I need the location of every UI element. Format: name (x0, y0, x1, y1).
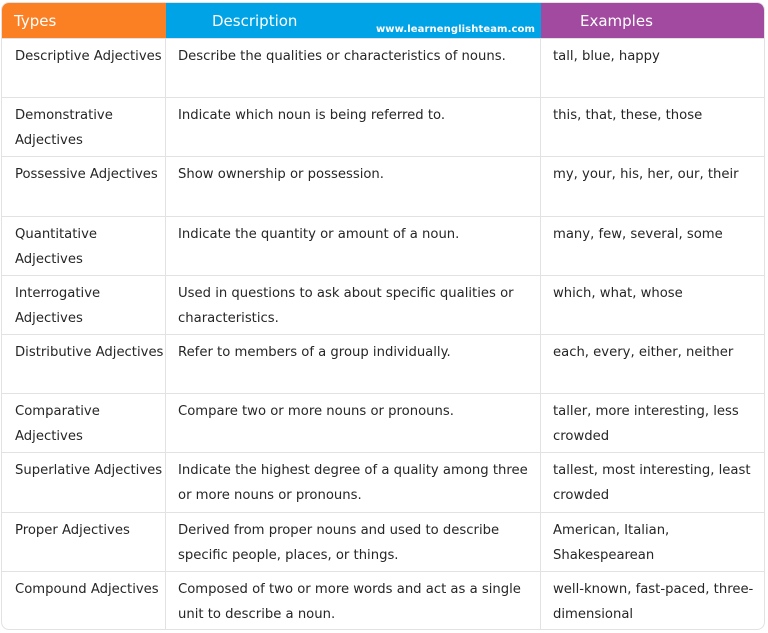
table-row: Comparative Adjectives Compare two or mo… (2, 393, 764, 453)
description-cell: Used in questions to ask about specific … (166, 275, 541, 334)
examples-cell: which, what, whose (553, 285, 683, 301)
table-row: Descriptive Adjectives Describe the qual… (2, 38, 764, 98)
table-row: Demonstrative Adjectives Indicate which … (2, 97, 764, 157)
type-cell: Possessive Adjectives (2, 157, 166, 216)
table-row: Distributive Adjectives Refer to members… (2, 333, 764, 394)
table-row: Proper Adjectives Derived from proper no… (2, 511, 764, 571)
header-examples: Examples (541, 3, 764, 38)
type-cell: Demonstrative Adjectives (2, 98, 166, 157)
description-cell: Compare two or more nouns or pronouns. (166, 394, 541, 453)
description-cell: Describe the qualities or characteristic… (166, 39, 541, 98)
type-cell: Compound Adjectives (2, 571, 166, 629)
examples-cell: American, Italian, Shakespearean (553, 522, 670, 563)
examples-cell: each, every, either, neither (553, 344, 734, 360)
examples-cell: my, your, his, her, our, their (553, 167, 739, 183)
table-row: Possessive Adjectives Show ownership or … (2, 156, 764, 216)
table-row: Superlative Adjectives Indicate the high… (2, 452, 764, 512)
table-header: Types Description www.learnenglishteam.c… (2, 3, 764, 38)
table-row: Compound Adjectives Composed of two or m… (2, 570, 764, 629)
type-cell: Distributive Adjectives (2, 334, 166, 394)
header-description: Description www.learnenglishteam.com (166, 3, 541, 38)
table-row: Quantitative Adjectives Indicate the qua… (2, 215, 764, 275)
examples-cell: this, that, these, those (553, 108, 703, 124)
type-cell: Proper Adjectives (2, 512, 166, 571)
examples-cell: tall, blue, happy (553, 49, 660, 64)
description-cell: Show ownership or possession. (166, 157, 541, 216)
type-cell: Quantitative Adjectives (2, 216, 166, 275)
type-cell: Comparative Adjectives (2, 394, 166, 453)
type-cell: Descriptive Adjectives (2, 39, 166, 98)
type-cell: Superlative Adjectives (2, 453, 166, 512)
table-row: Interrogative Adjectives Used in questio… (2, 274, 764, 334)
description-cell: Derived from proper nouns and used to de… (166, 512, 541, 571)
header-types: Types (2, 3, 166, 38)
examples-cell: many, few, several, some (553, 226, 723, 242)
header-description-label: Description (212, 12, 298, 30)
description-cell: Composed of two or more words and act as… (166, 571, 541, 629)
watermark: www.learnenglishteam.com (375, 24, 535, 35)
description-cell: Indicate which noun is being referred to… (166, 98, 541, 157)
description-cell: Indicate the highest degree of a quality… (166, 453, 541, 512)
description-cell: Refer to members of a group individually… (166, 334, 541, 394)
examples-cell: tallest, most interesting, least crowded (553, 463, 751, 504)
examples-cell: well-known, fast-paced, three-dimensiona… (553, 581, 754, 622)
type-cell: Interrogative Adjectives (2, 275, 166, 334)
examples-cell: taller, more interesting, less crowded (553, 404, 739, 445)
description-cell: Indicate the quantity or amount of a nou… (166, 216, 541, 275)
